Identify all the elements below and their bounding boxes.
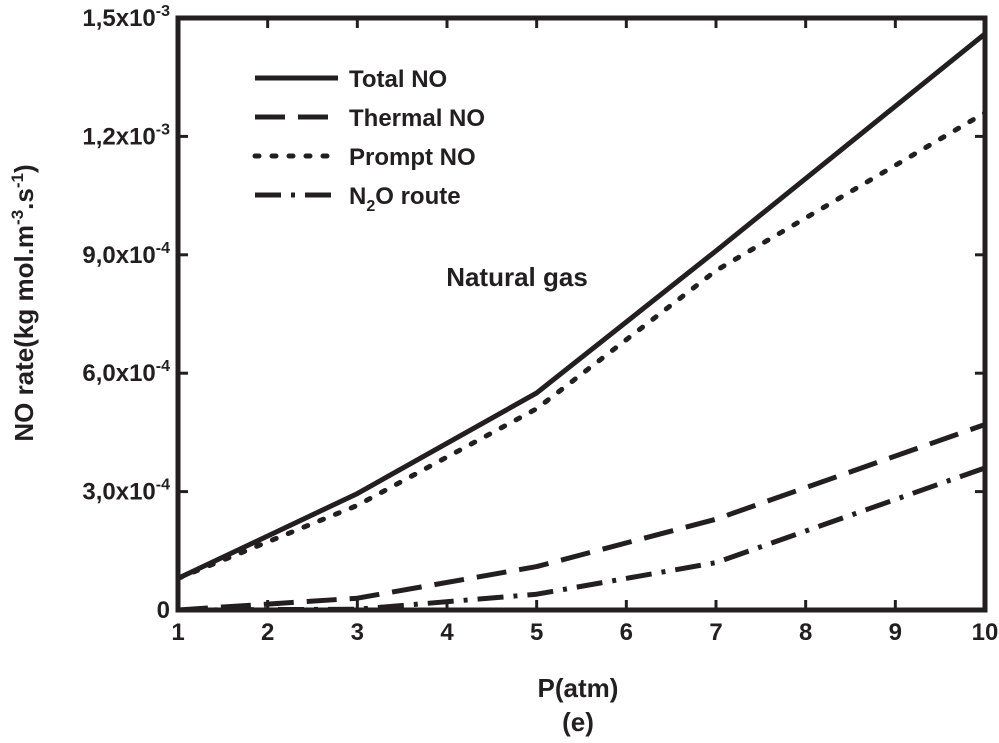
y-axis-label-main: NO rate(kg mol.m <box>9 225 39 442</box>
x-tick-label: 4 <box>440 619 454 646</box>
series-layer <box>175 31 988 613</box>
x-tick-label: 2 <box>261 619 274 646</box>
y-tick-label: 3,0x10-4 <box>82 477 170 506</box>
x-tick-label: 3 <box>351 619 364 646</box>
y-axis-label-end: ) <box>9 164 39 173</box>
frame-layer <box>175 15 988 613</box>
legend-item-total-no: Total NO <box>255 66 447 93</box>
legend-item-prompt-no: Prompt NO <box>252 144 476 171</box>
x-tick-label: 10 <box>972 619 999 646</box>
x-tick-label: 9 <box>889 619 902 646</box>
series-line-thermal-no <box>177 422 986 613</box>
x-axis-label: P(atm) <box>538 673 619 703</box>
legend-item-thermal-no: Thermal NO <box>255 105 485 132</box>
x-tick-label: 1 <box>171 619 184 646</box>
y-tick-label: 1,2x10-3 <box>82 121 170 150</box>
series-line-prompt-no <box>175 110 988 581</box>
ticks-layer: 1 2 3 4 5 6 7 8 9 10 0 3,0x10-4 6,0x10-4 9,0x10-4 1,2x… <box>82 3 998 646</box>
legend-item-n2o-route: N2O route <box>255 183 461 215</box>
y-tick-label: 6,0x10-4 <box>82 358 170 387</box>
x-tick-label: 8 <box>799 619 812 646</box>
x-tick-label: 5 <box>530 619 543 646</box>
legend-label: Prompt NO <box>349 144 476 171</box>
y-axis-label-sup2: -1 <box>8 173 27 188</box>
x-tick-label: 7 <box>709 619 722 646</box>
legend: Total NO Thermal NO Prompt NO N2O route <box>252 66 485 215</box>
y-tick-label: 1,5x10-3 <box>82 3 170 32</box>
legend-label: Total NO <box>349 66 447 93</box>
x-tick-label: 6 <box>620 619 633 646</box>
series-line-n2o-route <box>177 465 986 613</box>
series-line-total-no <box>176 31 987 581</box>
y-tick-label: 0 <box>157 597 170 624</box>
y-axis-label-mid: .s <box>9 188 39 210</box>
legend-label: N2O route <box>349 183 461 215</box>
y-axis-label-sup1: -3 <box>8 210 27 225</box>
y-tick-label: 9,0x10-4 <box>82 240 170 269</box>
annotation-natural-gas: Natural gas <box>446 262 588 292</box>
plot-frame <box>175 15 988 613</box>
y-axis-label: NO rate(kg mol.m-3.s-1) <box>8 164 39 441</box>
caption-label: (e) <box>562 707 594 737</box>
legend-label: Thermal NO <box>349 105 485 132</box>
